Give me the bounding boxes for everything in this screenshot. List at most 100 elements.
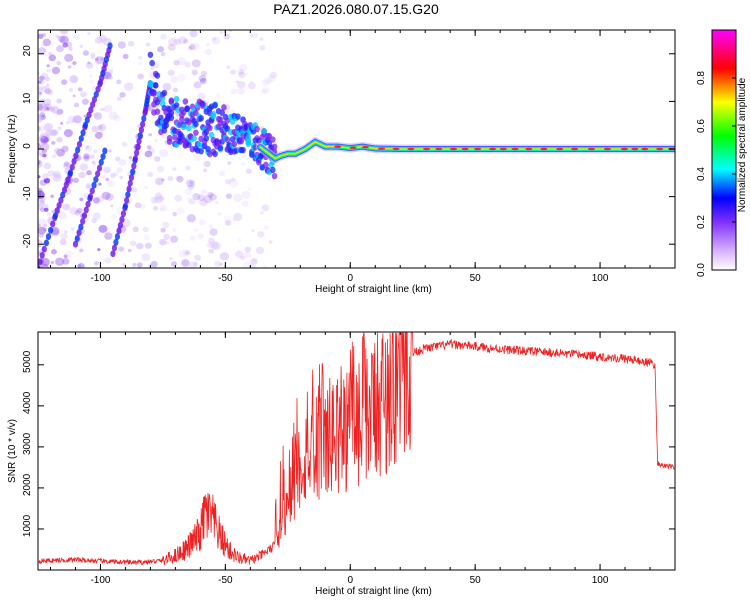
noise-blob bbox=[51, 140, 56, 145]
noise-blob bbox=[46, 68, 51, 73]
ridge-peak bbox=[499, 147, 507, 151]
noise-blob bbox=[98, 224, 108, 233]
streak-blob bbox=[41, 245, 47, 253]
ridge-halo-blob bbox=[198, 148, 204, 155]
noise-blob bbox=[38, 103, 48, 112]
noise-blob bbox=[117, 41, 126, 49]
noise-blob bbox=[136, 242, 144, 250]
noise-blob bbox=[191, 69, 198, 76]
noise-blob bbox=[99, 108, 103, 112]
noise-blob bbox=[83, 155, 90, 162]
noise-blob bbox=[110, 204, 114, 208]
noise-blob bbox=[85, 184, 91, 190]
noise-blob bbox=[54, 173, 61, 179]
noise-blob bbox=[214, 260, 222, 267]
noise-blob bbox=[43, 162, 52, 170]
noise-blob bbox=[57, 35, 66, 43]
noise-blob bbox=[144, 242, 152, 249]
ridge-peak bbox=[656, 147, 664, 151]
noise-blob bbox=[98, 34, 107, 43]
noise-blob bbox=[62, 258, 70, 265]
noise-blob bbox=[153, 196, 159, 201]
spectrogram-x-tick-label: -100 bbox=[90, 273, 110, 284]
noise-blob bbox=[38, 204, 43, 210]
noise-blob bbox=[38, 159, 43, 169]
noise-blob bbox=[223, 33, 230, 40]
noise-blob bbox=[55, 45, 64, 53]
streak-blob bbox=[131, 162, 137, 170]
streak-blob bbox=[122, 202, 129, 210]
noise-blob bbox=[267, 176, 272, 181]
streak-blob bbox=[78, 135, 84, 142]
noise-blob bbox=[108, 149, 112, 153]
noise-blob bbox=[230, 69, 237, 75]
streak-blob bbox=[60, 191, 66, 199]
noise-blob bbox=[167, 69, 175, 77]
noise-blob bbox=[41, 258, 50, 267]
noise-blob bbox=[184, 61, 191, 68]
streak-blob bbox=[120, 210, 127, 218]
streak-blob bbox=[81, 212, 88, 220]
ridge-halo-blob bbox=[168, 114, 175, 122]
ridge-halo-blob bbox=[186, 124, 192, 132]
noise-blob bbox=[42, 38, 52, 47]
snr-series-line bbox=[38, 332, 675, 566]
noise-blob bbox=[38, 103, 44, 111]
ridge-halo-blob bbox=[180, 123, 187, 131]
ridge-peak bbox=[641, 147, 649, 151]
noise-blob bbox=[87, 61, 91, 65]
noise-blob bbox=[219, 30, 224, 35]
noise-blob bbox=[156, 165, 165, 173]
noise-blob bbox=[167, 43, 176, 51]
noise-blob bbox=[77, 264, 82, 268]
noise-blob bbox=[43, 177, 51, 184]
noise-blob bbox=[79, 163, 89, 171]
colorbar: 0.0 0.2 0.4 0.6 0.8 Normalized spectral ampli… bbox=[696, 29, 748, 277]
noise-blob bbox=[216, 93, 220, 97]
noise-blob bbox=[108, 69, 114, 75]
streak-blob bbox=[134, 149, 140, 157]
ridge-peak bbox=[587, 147, 595, 151]
ridge-peak bbox=[620, 147, 628, 151]
noise-blob bbox=[159, 204, 168, 213]
noise-blob bbox=[79, 44, 83, 48]
streak-blob bbox=[98, 158, 104, 166]
noise-blob bbox=[50, 261, 55, 264]
noise-blob bbox=[45, 129, 53, 137]
noise-blob bbox=[106, 73, 113, 80]
noise-blob bbox=[185, 165, 191, 171]
noise-blob bbox=[219, 252, 230, 261]
streak-blob bbox=[67, 169, 74, 177]
noise-blob bbox=[262, 264, 267, 268]
noise-blob bbox=[147, 171, 154, 178]
noise-blob bbox=[150, 260, 158, 268]
noise-blob bbox=[189, 30, 198, 38]
noise-blob bbox=[41, 72, 49, 79]
noise-blob bbox=[227, 161, 232, 165]
streak-blob bbox=[58, 196, 64, 204]
noise-blob bbox=[188, 198, 196, 205]
noise-blob bbox=[157, 46, 165, 53]
noise-blob bbox=[226, 65, 231, 69]
noise-blob bbox=[43, 207, 49, 212]
noise-blob bbox=[139, 203, 146, 209]
noise-blob bbox=[132, 264, 136, 268]
noise-blob bbox=[251, 229, 255, 232]
noise-blob bbox=[47, 169, 55, 177]
snr-y-tick-label: 5000 bbox=[22, 350, 33, 373]
noise-blob bbox=[94, 36, 103, 45]
noise-blob bbox=[92, 162, 97, 166]
ridge-peak bbox=[461, 147, 469, 151]
noise-blob bbox=[39, 133, 46, 139]
noise-blob bbox=[47, 89, 54, 96]
noise-blob bbox=[79, 197, 84, 202]
ridge-halo-blob bbox=[205, 145, 211, 153]
noise-blob bbox=[90, 55, 96, 60]
noise-blob bbox=[159, 148, 169, 158]
snr-plot-area bbox=[38, 332, 675, 566]
ridge-halo-blob bbox=[210, 111, 217, 118]
streak-blob bbox=[85, 200, 91, 208]
ridge-halo-blob bbox=[217, 144, 224, 152]
ridge-peak bbox=[540, 147, 548, 151]
noise-blob bbox=[203, 160, 211, 168]
